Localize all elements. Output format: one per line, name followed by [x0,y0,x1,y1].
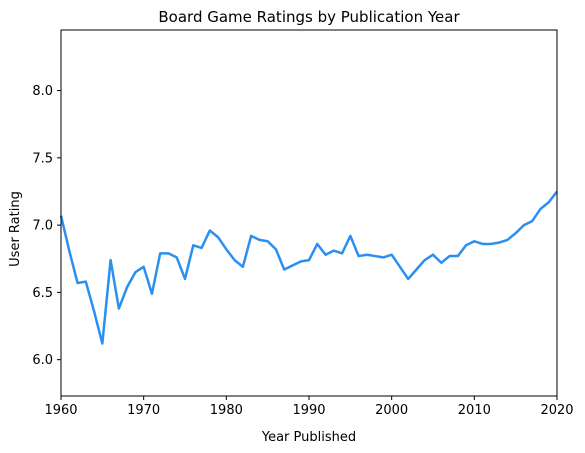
y-tick-label: 6.5 [32,286,53,301]
x-tick-label: 1970 [127,403,160,418]
x-tick-label: 1980 [210,403,243,418]
x-tick-label: 2020 [540,403,573,418]
x-tick-label: 2010 [458,403,491,418]
x-tick-label: 2000 [375,403,408,418]
x-tick-label: 1990 [292,403,325,418]
y-tick-label: 7.0 [32,219,53,234]
y-axis-title: User Rating [8,191,23,267]
plot-area: 1960 1970 1980 1990 2000 2010 2020 6.0 6.5 7.0 7.5… [32,29,574,418]
data-series-line [59,190,558,345]
x-axis-title: Year Published [261,430,356,445]
x-tick-label: 1960 [44,403,77,418]
y-tick-label: 8.0 [32,84,53,99]
y-tick-label: 6.0 [32,353,53,368]
chart-title: Board Game Ratings by Publication Year [158,8,460,26]
y-tick-label: 7.5 [32,151,53,166]
plot-frame [60,29,558,397]
